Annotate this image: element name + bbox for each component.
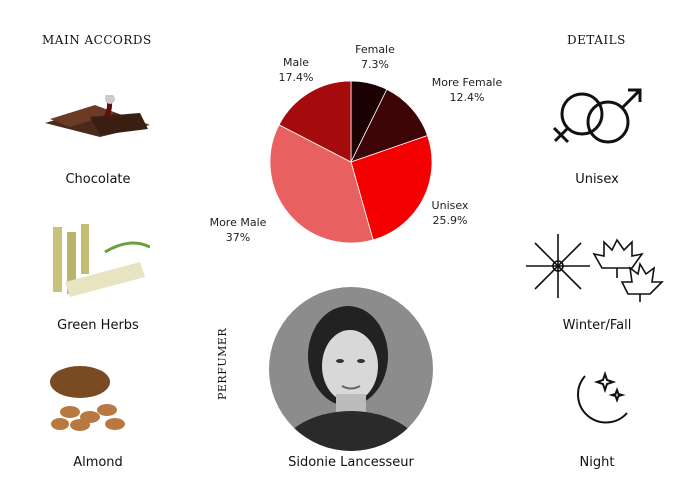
pie-slice-unisex <box>350 135 433 241</box>
detail-label: Night <box>579 455 615 470</box>
detail-label: Unisex <box>575 172 619 187</box>
slice-name: More Female <box>431 76 503 89</box>
slice-name: Female <box>355 43 395 56</box>
slice-value: 37% <box>225 231 251 244</box>
gender-symbol-icon <box>552 88 642 144</box>
chocolate-image <box>45 95 150 137</box>
pie-label-male: Male 17.4% <box>268 55 324 85</box>
gender-pie-chart <box>269 80 433 244</box>
moon-stars-icon <box>577 370 628 424</box>
almond-image <box>50 366 125 431</box>
sugarcane-image <box>53 224 150 297</box>
details-heading: DETAILS <box>567 33 626 47</box>
pie-slice-more-male <box>269 124 374 244</box>
slice-name: Male <box>282 56 310 69</box>
slice-name: More Male <box>209 216 267 229</box>
main-accords-heading: MAIN ACCORDS <box>42 33 152 47</box>
slice-value: 12.4% <box>449 91 485 104</box>
perfumer-photo <box>269 287 433 451</box>
slice-value: 7.3% <box>361 58 389 71</box>
perfumer-heading: PERFUMER <box>216 327 229 400</box>
pie-slice-male <box>278 80 352 163</box>
perfumer-name[interactable]: Sidonie Lancesseur <box>288 455 414 470</box>
slice-value: 25.9% <box>432 214 468 227</box>
pie-slice-more-female <box>350 88 429 163</box>
detail-label: Winter/Fall <box>562 318 632 333</box>
accord-label: Chocolate <box>65 172 131 187</box>
accord-label: Green Herbs <box>57 318 139 333</box>
slice-value: 17.4% <box>278 71 314 84</box>
snowflake-leaf-icon <box>526 234 664 302</box>
slice-name: Unisex <box>431 199 469 212</box>
pie-label-more-female: More Female 12.4% <box>422 75 512 105</box>
pie-label-female: Female 7.3% <box>344 42 406 72</box>
pie-label-more-male: More Male 37% <box>198 215 278 245</box>
pie-label-unisex: Unisex 25.9% <box>420 198 480 228</box>
accord-label: Almond <box>73 455 123 470</box>
